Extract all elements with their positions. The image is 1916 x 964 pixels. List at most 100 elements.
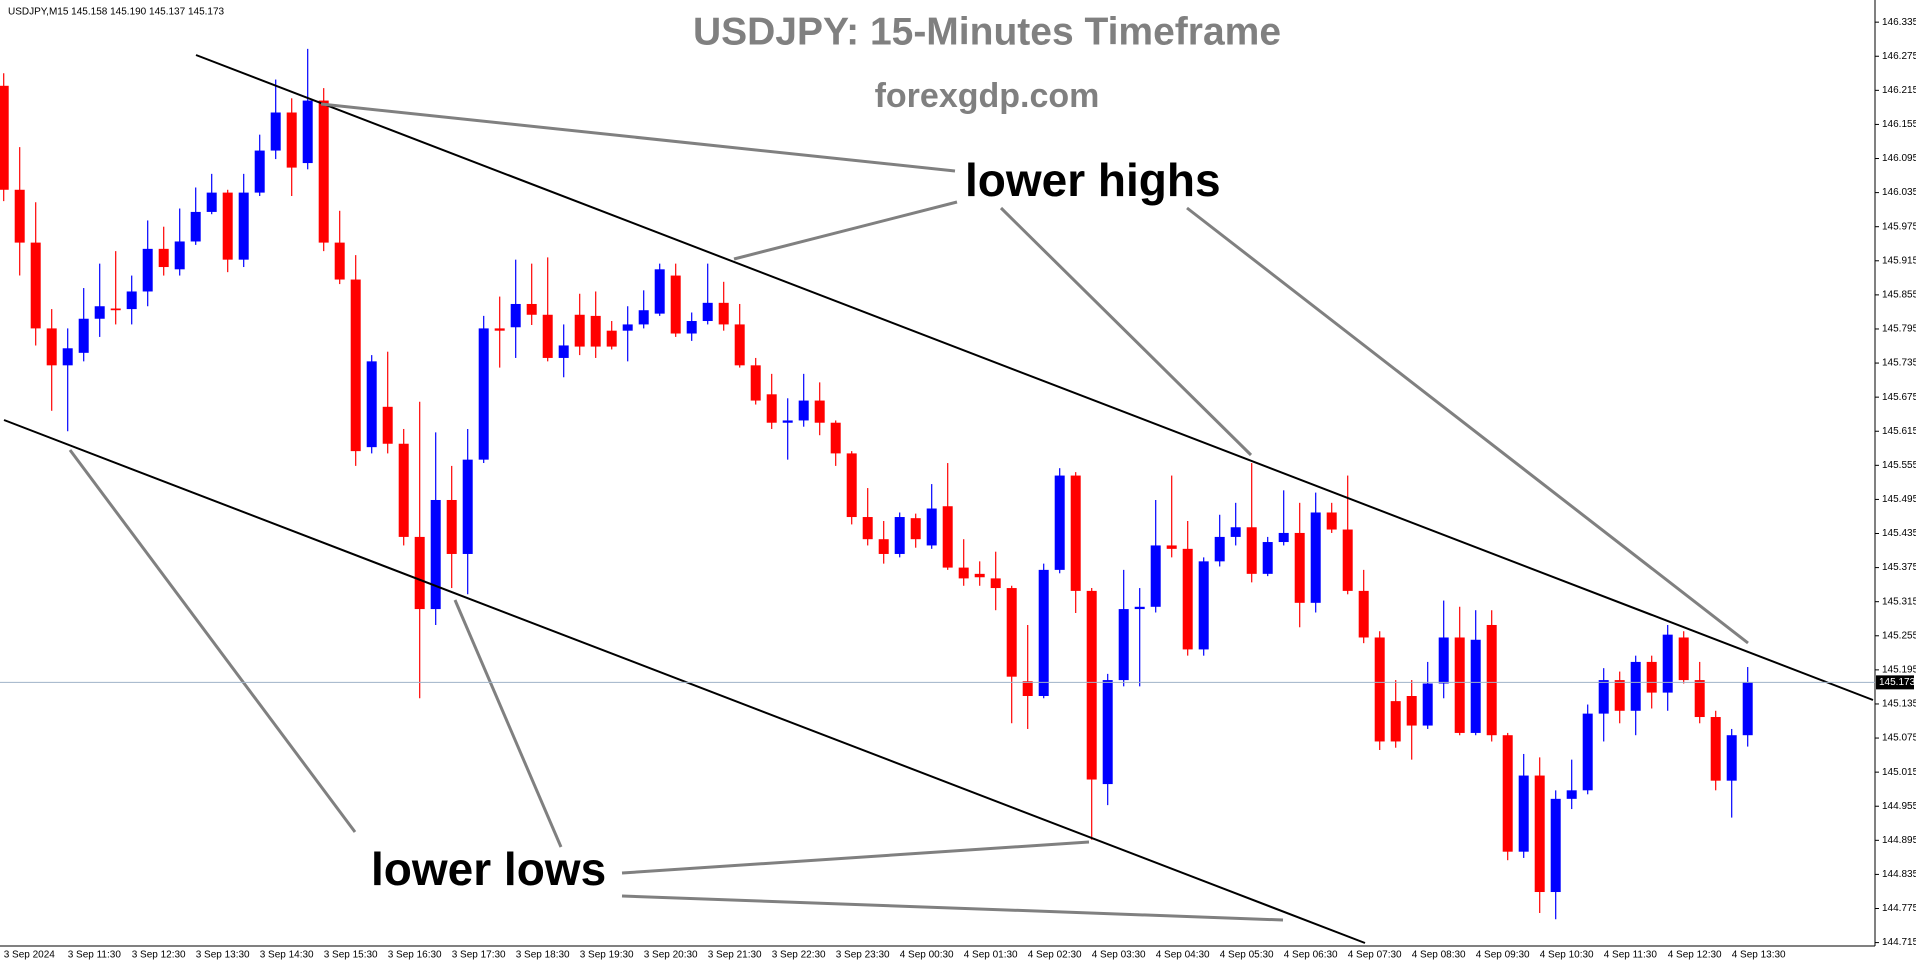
candle-body	[1326, 512, 1337, 530]
y-tick-label: 146.215	[1882, 85, 1916, 96]
y-tick-label: 145.375	[1882, 562, 1916, 573]
candle-body	[1070, 475, 1081, 591]
candle-body	[686, 321, 697, 334]
x-tick-label: 3 Sep 13:30	[196, 950, 250, 961]
y-tick-label: 145.135	[1882, 699, 1916, 710]
candle-body	[1454, 637, 1465, 733]
pointer-line	[999, 206, 1253, 457]
candle-body	[862, 517, 873, 540]
candle-body	[814, 400, 825, 423]
x-tick-label: 4 Sep 02:30	[1028, 950, 1082, 961]
candle-body	[670, 275, 681, 334]
y-tick-label: 145.675	[1882, 392, 1916, 403]
y-tick-label: 146.275	[1882, 51, 1916, 62]
candle-body	[1470, 639, 1481, 733]
candle-body	[1438, 637, 1449, 684]
candle-body	[366, 361, 377, 448]
candle-body	[942, 506, 953, 568]
x-tick-label: 3 Sep 18:30	[516, 950, 570, 961]
candle-body	[766, 394, 777, 423]
y-tick-label: 145.075	[1882, 733, 1916, 744]
candle-body	[1374, 637, 1385, 742]
candle-body	[1566, 790, 1577, 799]
candle-body	[238, 192, 249, 260]
candle-body	[1582, 713, 1593, 791]
candle-body	[190, 211, 201, 242]
candle-body	[302, 100, 313, 164]
current-price-label: 145.173	[1879, 677, 1916, 688]
x-tick-label: 4 Sep 12:30	[1668, 950, 1722, 961]
candle-body	[94, 306, 105, 319]
current-price-box	[1876, 675, 1914, 690]
y-tick-label: 145.015	[1882, 767, 1916, 778]
candle-body	[1278, 532, 1289, 543]
candle-body	[46, 328, 57, 366]
candle-body	[1550, 798, 1561, 893]
candle-body	[1534, 775, 1545, 893]
candle-body	[1614, 680, 1625, 711]
x-tick-label: 4 Sep 04:30	[1156, 950, 1210, 961]
candle-body	[910, 518, 921, 540]
x-tick-label: 4 Sep 07:30	[1348, 950, 1402, 961]
candle-body	[1646, 661, 1657, 693]
y-tick-label: 146.095	[1882, 153, 1916, 164]
candle-body	[1230, 527, 1241, 537]
candle-body	[1710, 717, 1721, 781]
candle-body	[1198, 561, 1209, 650]
candle-body	[990, 578, 1001, 589]
y-tick-label: 146.035	[1882, 187, 1916, 198]
y-tick-label: 144.955	[1882, 801, 1916, 812]
y-tick-label: 145.975	[1882, 221, 1916, 232]
candle-body	[926, 508, 937, 546]
x-tick-label: 3 Sep 12:30	[132, 950, 186, 961]
x-tick-label: 3 Sep 16:30	[388, 950, 442, 961]
candle-body	[526, 303, 537, 315]
candle-body	[1518, 775, 1529, 852]
candle-body	[638, 310, 649, 325]
chart-title: USDJPY: 15-Minutes Timeframe	[693, 10, 1281, 53]
candle-body	[478, 328, 489, 460]
pointer-line	[733, 200, 958, 261]
x-tick-label: 4 Sep 06:30	[1284, 950, 1338, 961]
candle-body	[126, 291, 137, 310]
upper-channel-line	[195, 54, 1874, 701]
candle-body	[1054, 475, 1065, 570]
x-tick-label: 3 Sep 23:30	[836, 950, 890, 961]
x-tick-label: 3 Sep 20:30	[644, 950, 698, 961]
candle-body	[1310, 512, 1321, 603]
x-tick-label: 3 Sep 2024	[4, 950, 56, 961]
candle-body	[974, 573, 985, 578]
y-tick-label: 144.715	[1882, 937, 1916, 948]
candle-body	[1502, 735, 1513, 852]
candle-body	[78, 318, 89, 353]
candle-body	[0, 85, 9, 190]
candle-body	[398, 443, 409, 537]
lower-channel-line	[3, 419, 1366, 944]
x-tick-label: 4 Sep 08:30	[1412, 950, 1466, 961]
candle-body	[1726, 735, 1737, 781]
pointer-lines	[68, 102, 1749, 922]
candle-body	[270, 112, 281, 151]
candle-body	[574, 314, 585, 347]
x-tick-label: 3 Sep 17:30	[452, 950, 506, 961]
candle-body	[414, 536, 425, 610]
y-tick-label: 145.615	[1882, 426, 1916, 437]
y-tick-label: 145.435	[1882, 528, 1916, 539]
candle-body	[1038, 569, 1049, 697]
candle-body	[206, 192, 217, 212]
candle-body	[158, 248, 169, 268]
candle-body	[334, 242, 345, 280]
x-tick-label: 4 Sep 10:30	[1540, 950, 1594, 961]
trend-lines	[3, 54, 1874, 944]
candle-body	[542, 314, 553, 358]
pointer-line	[320, 102, 956, 173]
candle-body	[1214, 536, 1225, 562]
annotation: lower lows	[371, 843, 606, 895]
pointer-line	[453, 599, 563, 848]
candle-body	[1246, 527, 1257, 574]
candle-body	[1662, 634, 1673, 693]
y-tick-label: 145.795	[1882, 324, 1916, 335]
candle-body	[1694, 680, 1705, 718]
candle-body	[1182, 548, 1193, 650]
